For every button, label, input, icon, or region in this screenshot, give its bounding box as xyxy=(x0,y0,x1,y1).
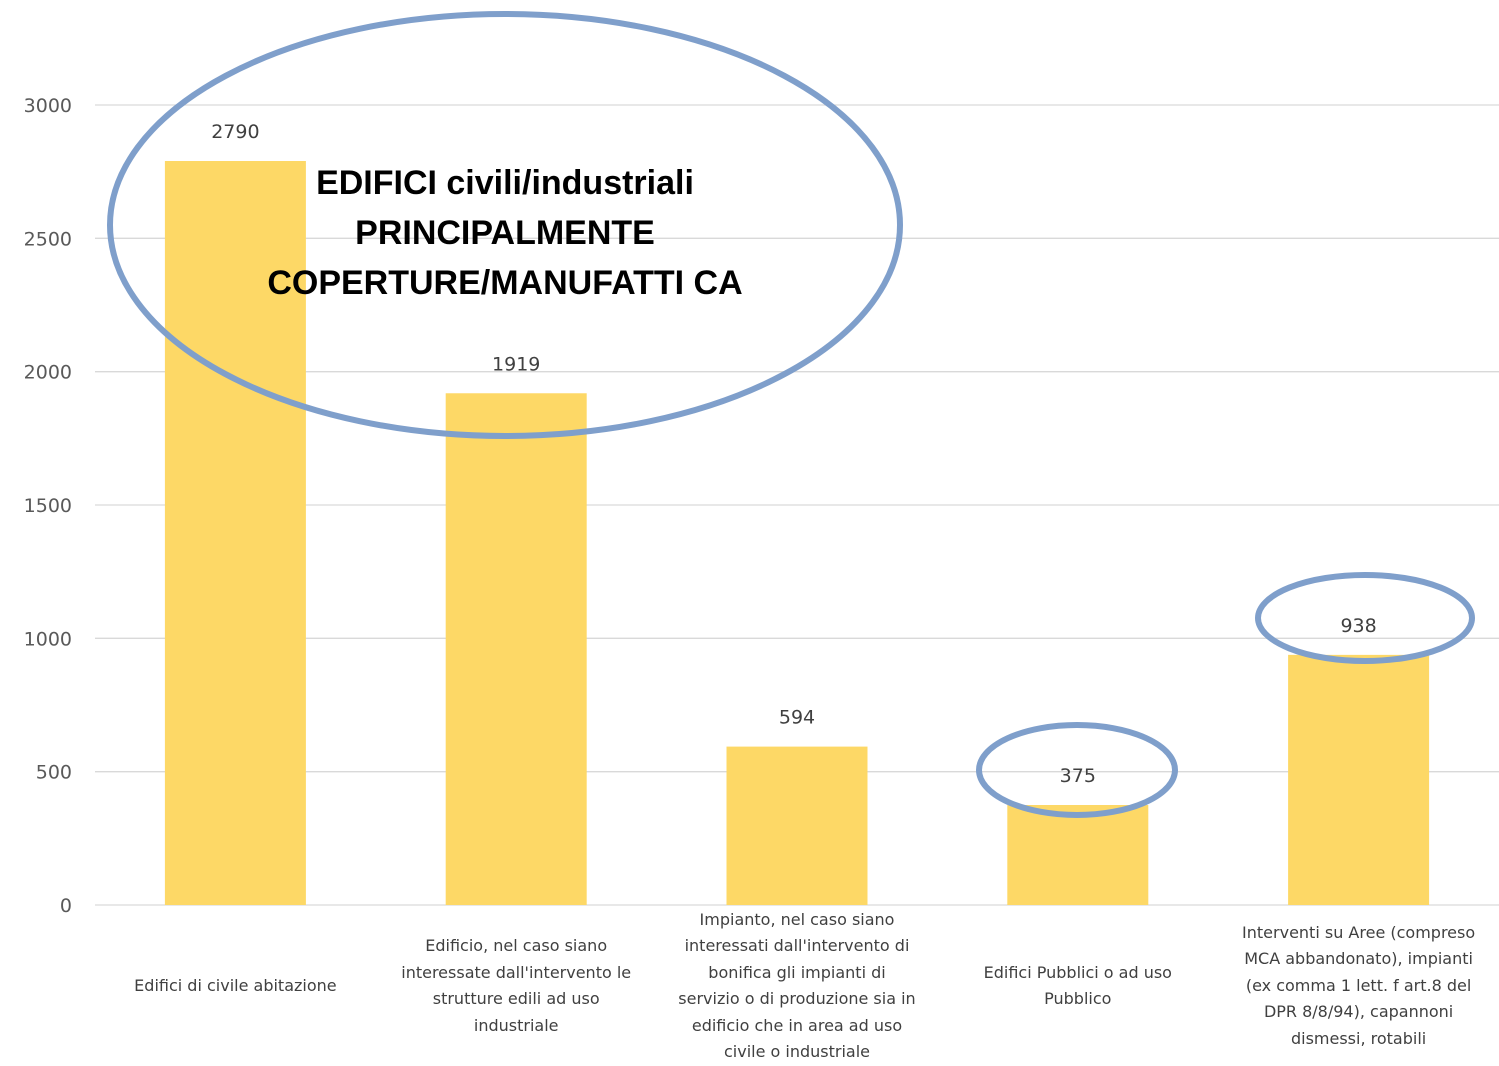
bar xyxy=(1288,654,1430,905)
category-label-line: interessati dall'intervento di xyxy=(684,936,910,955)
y-tick-label: 1000 xyxy=(24,628,72,650)
category-label-line: bonifica gli impianti di xyxy=(708,962,886,982)
category-label-line: Edifici di civile abitazione xyxy=(134,975,337,995)
annotation-line: COPERTURE/MANUFATTI CA xyxy=(267,264,743,302)
data-label: 594 xyxy=(779,707,815,729)
category-label-line: dismessi, rotabili xyxy=(1290,1028,1427,1048)
y-axis-ticks: 0 500 1000 1500 2000 2500 3000 xyxy=(24,95,72,917)
data-label: 938 xyxy=(1340,615,1376,637)
category-label: Impianto, nel caso siano interessati dall… xyxy=(662,907,932,1066)
y-tick-label: 1500 xyxy=(24,495,72,517)
annotation-text: EDIFICI civili/industriali PRINCIPALMENT… xyxy=(230,158,780,308)
highlight-ellipse-large xyxy=(107,11,903,439)
bar xyxy=(445,393,587,905)
gridlines xyxy=(95,104,1499,906)
category-label-line: interessate dall'intervento le xyxy=(401,962,632,982)
bar xyxy=(726,746,868,905)
y-tick-label: 2500 xyxy=(24,228,72,250)
category-label-line: Impianto, nel caso siano xyxy=(699,909,895,929)
category-label-line: DPR 8/8/94), capannoni xyxy=(1263,1002,1454,1022)
bar xyxy=(1007,805,1149,905)
data-label: 375 xyxy=(1060,765,1096,787)
annotation-line: EDIFICI civili/industriali xyxy=(316,164,694,202)
y-tick-label: 2000 xyxy=(24,362,72,384)
highlight-ellipse-375 xyxy=(976,722,1178,818)
bar xyxy=(164,161,306,905)
category-label-line: Edificio, nel caso siano xyxy=(425,936,608,955)
highlight-ellipse-938 xyxy=(1255,572,1475,664)
category-label-line: edificio che in area ad uso xyxy=(691,1015,903,1035)
category-label-line: Edifici Pubblici o ad uso xyxy=(983,962,1172,982)
category-label-line: MCA abbandonato), impianti xyxy=(1244,949,1473,969)
data-label: 2790 xyxy=(211,121,259,143)
category-label-line: Interventi su Aree (compreso xyxy=(1242,922,1476,942)
annotation-line: PRINCIPALMENTE xyxy=(355,214,655,252)
category-label-line: Pubblico xyxy=(1044,989,1112,1008)
category-label-line: industriale xyxy=(473,1015,559,1035)
category-label-line: (ex comma 1 lett. f art.8 del xyxy=(1245,975,1472,995)
category-label-line: servizio o di produzione sia in xyxy=(678,989,916,1008)
data-labels: 2790 1919 594 375 938 xyxy=(211,121,1377,787)
category-label: Edifici di civile abitazione xyxy=(100,973,370,1000)
y-tick-label: 500 xyxy=(36,762,72,784)
y-tick-label: 3000 xyxy=(24,95,72,117)
category-label: Edifici Pubblici o ad uso Pubblico xyxy=(943,960,1213,1013)
category-label-line: strutture edili ad uso xyxy=(432,989,600,1008)
category-label: Edificio, nel caso siano interessate dall… xyxy=(381,933,651,1039)
data-label: 1919 xyxy=(492,353,540,375)
y-tick-label: 0 xyxy=(60,895,72,917)
category-label: Interventi su Aree (compreso MCA abbandon… xyxy=(1224,920,1494,1053)
bars xyxy=(164,161,1430,905)
category-label-line: civile o industriale xyxy=(723,1042,870,1061)
highlight-ellipses xyxy=(107,11,1475,818)
